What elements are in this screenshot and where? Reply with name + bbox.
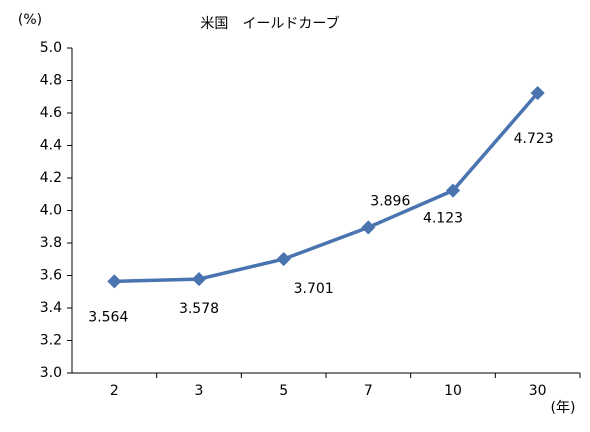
y-tick-label: 3.6 bbox=[40, 268, 62, 284]
y-tick-label: 3.8 bbox=[40, 235, 62, 251]
point bbox=[361, 220, 376, 235]
data-label: 4.723 bbox=[514, 131, 554, 147]
chart-title: 米国 イールドカーブ bbox=[200, 15, 339, 32]
y-tick-label: 3.2 bbox=[40, 333, 62, 349]
line bbox=[114, 91, 539, 284]
data-label: 3.701 bbox=[294, 281, 334, 297]
point bbox=[107, 274, 122, 289]
point bbox=[530, 85, 545, 101]
x-tick-label: 5 bbox=[279, 383, 288, 399]
data-label: 3.578 bbox=[179, 301, 219, 317]
x-tick-label: 7 bbox=[364, 383, 373, 399]
y-tick-label: 4.8 bbox=[40, 73, 62, 89]
x-tick-label: 10 bbox=[444, 383, 462, 399]
x-unit: (年) bbox=[551, 400, 576, 416]
y-tick-label: 4.0 bbox=[40, 203, 62, 219]
y-unit: (%) bbox=[18, 12, 42, 28]
y-tick-label: 4.4 bbox=[40, 138, 62, 154]
y-tick-label: 3.4 bbox=[40, 300, 62, 316]
y-tick-label: 4.2 bbox=[40, 170, 62, 186]
x-tick-label: 30 bbox=[529, 383, 547, 399]
y-tick-label: 4.6 bbox=[40, 105, 62, 121]
point bbox=[191, 272, 207, 287]
data-label: 3.564 bbox=[88, 309, 128, 325]
x-tick-label: 2 bbox=[110, 383, 119, 399]
data-label: 4.123 bbox=[423, 211, 463, 227]
y-tick-label: 5.0 bbox=[40, 40, 62, 56]
point bbox=[276, 252, 291, 267]
y-tick-label: 3.0 bbox=[40, 365, 62, 381]
point bbox=[445, 183, 461, 198]
data-label: 3.896 bbox=[370, 193, 410, 209]
x-tick-label: 3 bbox=[195, 383, 204, 399]
